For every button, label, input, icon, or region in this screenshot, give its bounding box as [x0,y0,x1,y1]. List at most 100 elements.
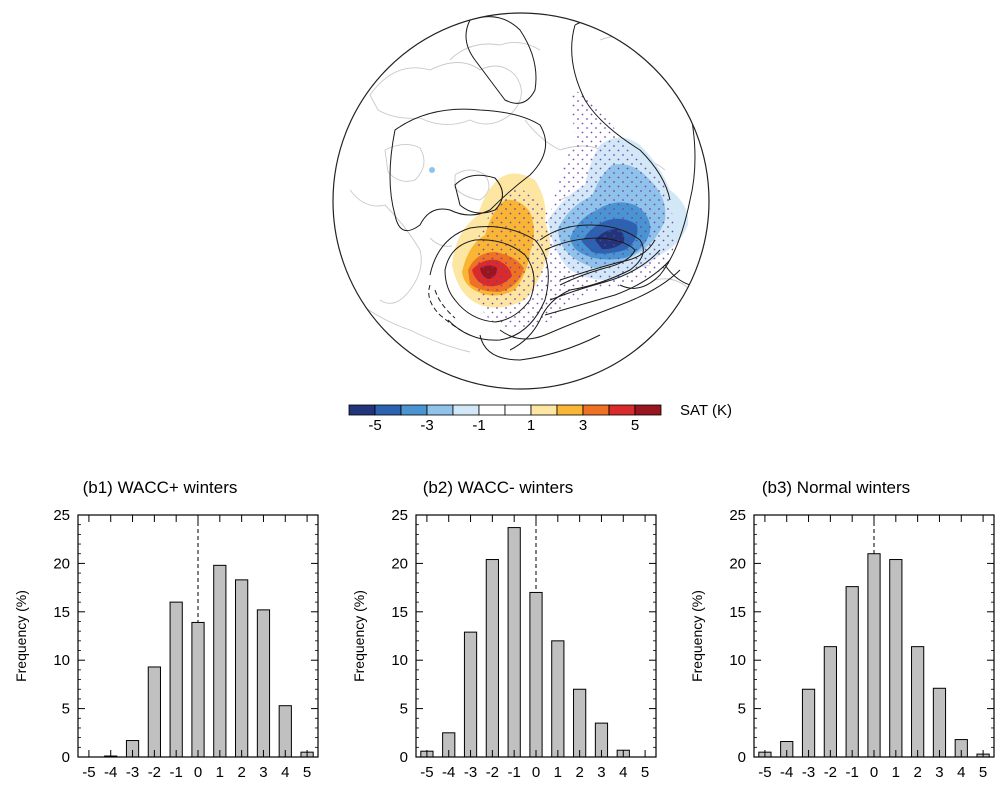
colorbar-tick-label: -1 [472,417,486,434]
colorbar-swatch [426,404,454,416]
histogram-bar [256,609,271,758]
histogram-title: (b1) WACC+ winters [82,478,238,497]
x-tick-label: -5 [420,764,433,781]
polar-map [332,12,710,416]
x-tick-label: -4 [104,764,117,781]
colorbar-swatch [400,404,428,416]
histogram-bar [507,527,521,758]
histogram-bar [169,601,183,758]
histogram-b1: (b1) WACC+ winters Frequency (%) 0 5 10 15 20… [0,470,320,795]
x-tick-label: -4 [780,764,793,781]
histogram-bar [278,705,292,758]
stippling [476,90,674,330]
x-tick-label: 4 [619,764,627,781]
histogram-bar [463,631,478,758]
x-tick-label: 0 [870,764,878,781]
y-axis-label: Frequency (%) [351,590,367,682]
x-tick-label: 0 [532,764,540,781]
x-tick-label: 0 [194,764,202,781]
y-tick-label: 15 [53,604,70,621]
histogram-bar [551,640,565,758]
x-tick-label: -5 [82,764,95,781]
y-tick-label: 5 [738,701,746,718]
x-tick-label: -2 [148,764,161,781]
colorbar-swatch [348,404,376,416]
histogram-title: (b2) WACC- winters [422,478,574,497]
x-tick-label: -1 [170,764,183,781]
y-tick-label: 25 [391,507,408,524]
y-tick-label: 5 [62,701,70,718]
x-tick-label: 1 [892,764,900,781]
histogram-bar [845,586,859,758]
colorbar-tick-label: 1 [526,417,536,434]
y-axis-label: Frequency (%) [13,590,29,682]
y-tick-label: 20 [391,555,408,572]
colorbar-tick-label: -3 [420,417,434,434]
histogram-bar [235,579,249,758]
colorbar-swatch [582,404,610,416]
map-content [333,13,709,389]
y-tick-label: 20 [729,555,746,572]
x-tick-label: -2 [824,764,837,781]
x-tick-label: -1 [846,764,859,781]
y-tick-label: 25 [729,507,746,524]
colorbar-swatch [374,404,402,416]
x-tick-label: -3 [802,764,815,781]
histogram-bar [801,688,816,758]
y-tick-label: 15 [391,604,408,621]
histogram-b2: (b2) WACC- winters Frequency (%) 0 5 10 15 20… [338,470,658,795]
y-tick-label: 10 [53,652,70,669]
x-tick-label: -2 [486,764,499,781]
x-tick-label: 2 [913,764,921,781]
colorbar-label: SAT (K) [680,402,732,419]
y-tick-label: 0 [738,749,746,766]
colorbar-tick-label: 5 [630,417,640,434]
x-tick-label: -5 [758,764,771,781]
y-tick-label: 25 [53,507,70,524]
x-tick-label: 3 [259,764,267,781]
histogram-bar [191,621,205,758]
colorbar-tick-label: -5 [368,417,382,434]
histogram-bar [823,646,837,758]
x-tick-label: -3 [126,764,139,781]
x-tick-label: 4 [957,764,965,781]
x-tick-label: 5 [979,764,987,781]
x-tick-label: 5 [641,764,649,781]
histogram-bar [932,687,947,758]
x-tick-label: 5 [303,764,311,781]
x-tick-label: 2 [237,764,245,781]
y-axis-label: Frequency (%) [689,590,705,682]
colorbar-swatch [478,404,506,416]
colorbar-swatch [634,404,662,416]
x-tick-label: 1 [216,764,224,781]
histogram-bar [867,553,881,758]
colorbar-swatch [452,404,480,416]
histogram-bar [147,666,161,758]
y-tick-label: 0 [62,749,70,766]
colorbar-swatch [608,404,636,416]
histogram-bar [889,559,903,758]
colorbar [348,404,662,416]
x-tick-label: 4 [281,764,289,781]
colorbar-swatch [504,404,532,416]
histogram-bar [911,646,925,758]
histogram-bar [485,559,499,758]
map-boundary [332,12,710,390]
y-tick-label: 15 [729,604,746,621]
colorbar-tick-label: 3 [578,417,588,434]
y-tick-label: 20 [53,555,70,572]
y-tick-label: 0 [400,749,408,766]
histogram-bar [529,591,543,758]
x-tick-label: 1 [554,764,562,781]
histogram-bar [573,688,587,758]
histogram-title: (b3) Normal winters [761,478,911,497]
x-tick-label: 3 [597,764,605,781]
x-tick-label: -3 [464,764,477,781]
colorbar-swatch [556,404,584,416]
y-tick-label: 10 [391,652,408,669]
x-tick-label: 3 [935,764,943,781]
y-tick-label: 5 [400,701,408,718]
x-tick-label: -4 [442,764,455,781]
colorbar-swatch [530,404,558,416]
